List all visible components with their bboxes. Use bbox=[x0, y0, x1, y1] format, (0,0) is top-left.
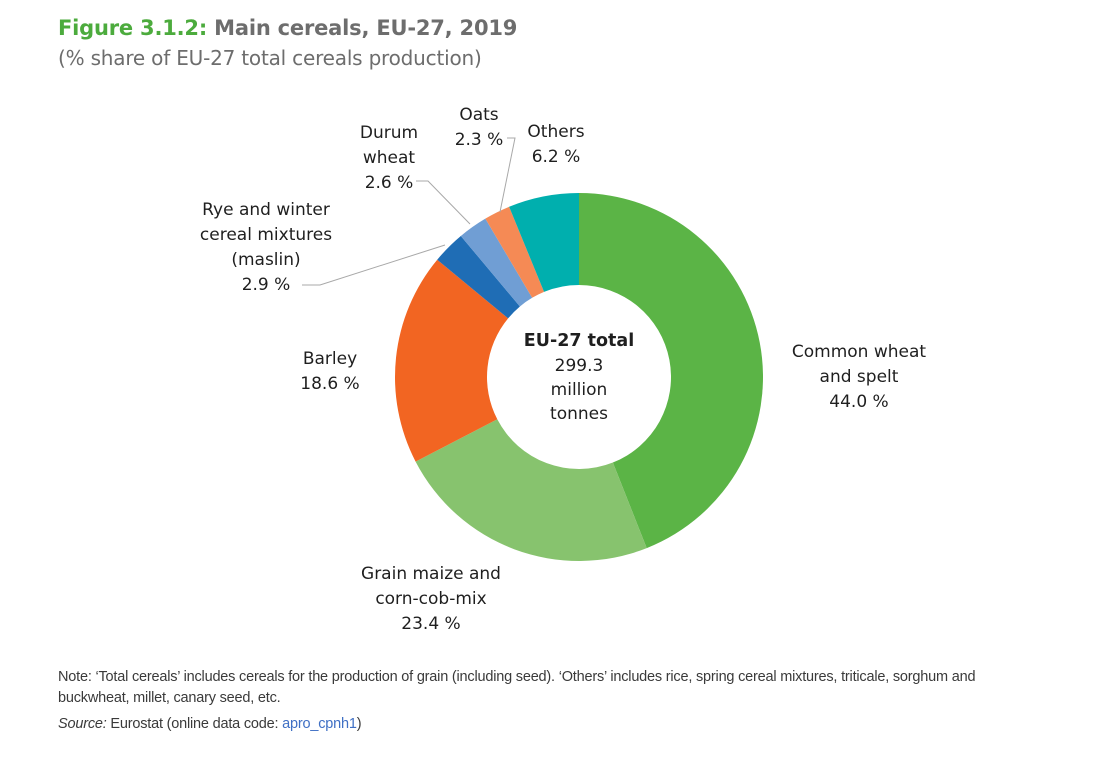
donut-slices bbox=[394, 193, 763, 561]
label-others: Others 6.2 % bbox=[527, 122, 584, 167]
center-title: EU-27 total bbox=[524, 331, 634, 351]
chart-source: Source: Eurostat (online data code: apro… bbox=[58, 716, 362, 732]
center-unit-1: million bbox=[551, 380, 608, 400]
label-oats: Oats 2.3 % bbox=[455, 105, 504, 150]
slice-rye-and-winter-cereal-mixtures-maslin bbox=[437, 235, 520, 319]
label-line: Others bbox=[527, 122, 584, 142]
label-line: 44.0 % bbox=[829, 392, 888, 412]
chart-note: Note: ‘Total cereals’ includes cereals f… bbox=[58, 669, 976, 706]
slice-durum-wheat bbox=[460, 218, 533, 307]
label-line: 2.6 % bbox=[365, 173, 414, 193]
label-line: (maslin) bbox=[231, 250, 300, 270]
center-unit-2: tonnes bbox=[550, 404, 608, 424]
label-line: cereal mixtures bbox=[200, 225, 332, 245]
slice-barley bbox=[394, 259, 509, 462]
center-label: EU-27 total 299.3 million tonnes bbox=[524, 331, 634, 424]
label-line: Rye and winter bbox=[202, 200, 330, 220]
label-line: wheat bbox=[363, 148, 416, 168]
center-value: 299.3 bbox=[555, 356, 604, 376]
label-line: 18.6 % bbox=[300, 374, 359, 394]
label-line: Grain maize and bbox=[361, 564, 501, 584]
chart-title: Figure 3.1.2: Main cereals, EU-27, 2019 bbox=[58, 16, 517, 40]
label-durum-wheat: Durum wheat 2.6 % bbox=[360, 123, 418, 193]
source-end: ) bbox=[356, 716, 362, 732]
slice-labels: Common wheat and spelt 44.0 % Grain maize a… bbox=[200, 105, 926, 634]
label-barley: Barley 18.6 % bbox=[300, 349, 359, 394]
label-line: Common wheat bbox=[792, 342, 927, 362]
label-line: 23.4 % bbox=[401, 614, 460, 634]
label-common-wheat-and-spelt: Common wheat and spelt 44.0 % bbox=[792, 342, 927, 412]
leader-lines bbox=[302, 137, 516, 286]
chart-subtitle: (% share of EU-27 total cereals producti… bbox=[58, 46, 482, 70]
slice-others bbox=[509, 193, 579, 292]
leader-line-rye-and-winter-cereal-mixtures-maslin bbox=[302, 244, 446, 286]
leader-line-oats bbox=[499, 137, 516, 213]
label-line: Oats bbox=[459, 105, 498, 125]
label-line: Barley bbox=[303, 349, 357, 369]
label-line: Durum bbox=[360, 123, 418, 143]
label-line: corn-cob-mix bbox=[375, 589, 486, 609]
figure-number: Figure 3.1.2: bbox=[58, 16, 208, 40]
label-line: 2.9 % bbox=[242, 275, 291, 295]
label-line: 6.2 % bbox=[532, 147, 581, 167]
label-line: 2.3 % bbox=[455, 130, 504, 150]
label-line: and spelt bbox=[820, 367, 899, 387]
label-grain-maize-and-corn-cob-mix: Grain maize and corn-cob-mix 23.4 % bbox=[361, 564, 501, 634]
leader-line-durum-wheat bbox=[416, 180, 471, 225]
slice-common-wheat-and-spelt bbox=[579, 193, 763, 549]
label-rye-and-winter-cereal-mixtures-maslin: Rye and winter cereal mixtures (maslin) 2.9… bbox=[200, 200, 332, 295]
slice-oats bbox=[485, 206, 545, 298]
slice-grain-maize-and-corn-cob-mix bbox=[415, 419, 647, 561]
figure-title: Main cereals, EU-27, 2019 bbox=[214, 16, 518, 40]
source-data-code-link[interactable]: apro_cpnh1 bbox=[282, 716, 357, 732]
source-label: Source: bbox=[58, 716, 107, 732]
source-text: Eurostat (online data code: bbox=[106, 716, 283, 732]
